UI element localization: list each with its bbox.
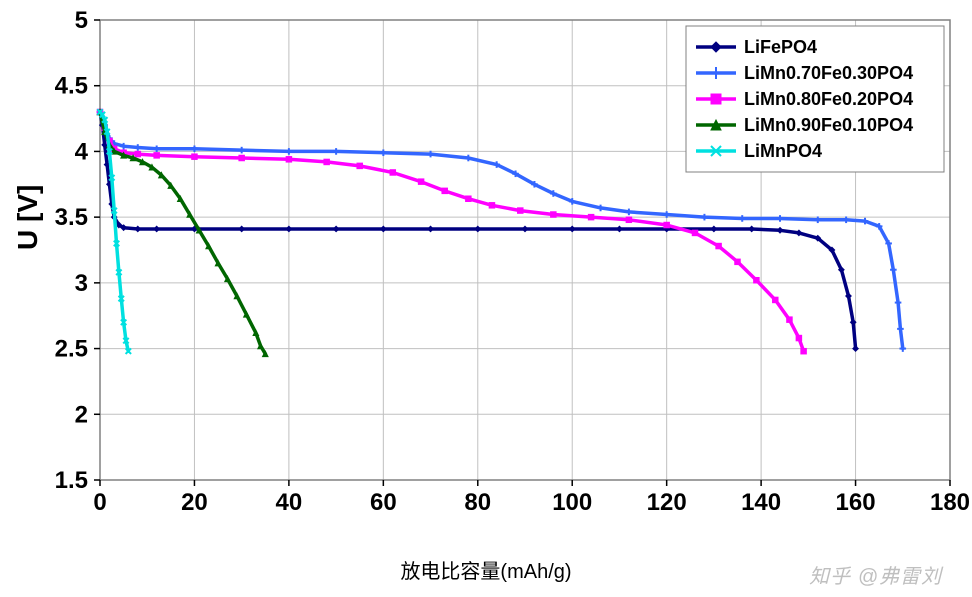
svg-text:40: 40: [276, 489, 303, 516]
discharge-curve-chart: 0 20 40 60 80 100 120 140 160 180 1.5 2 2.5 3 3.5 4 4.5 5…: [0, 0, 972, 540]
svg-text:3.5: 3.5: [55, 204, 88, 231]
svg-text:100: 100: [552, 489, 592, 516]
svg-text:180: 180: [930, 489, 970, 516]
svg-text:160: 160: [836, 489, 876, 516]
svg-text:2.5: 2.5: [55, 336, 88, 363]
svg-text:LiFePO4: LiFePO4: [744, 37, 817, 57]
svg-text:120: 120: [647, 489, 687, 516]
watermark: 知乎 @弗雷刘: [809, 560, 942, 589]
svg-text:LiMn0.80Fe0.20PO4: LiMn0.80Fe0.20PO4: [744, 89, 913, 109]
chart-container: U [V] 0 20 40 60 80 100 120 140 160 180 1.5 2 2.5 3 3.…: [0, 0, 972, 597]
svg-text:3: 3: [75, 270, 88, 297]
svg-text:LiMn0.70Fe0.30PO4: LiMn0.70Fe0.30PO4: [744, 63, 913, 83]
svg-text:80: 80: [464, 489, 491, 516]
svg-text:20: 20: [181, 489, 208, 516]
svg-text:140: 140: [741, 489, 781, 516]
svg-text:4: 4: [75, 138, 89, 165]
svg-text:LiMnPO4: LiMnPO4: [744, 141, 822, 161]
svg-text:2: 2: [75, 401, 88, 428]
svg-text:4.5: 4.5: [55, 73, 88, 100]
svg-text:60: 60: [370, 489, 397, 516]
svg-text:1.5: 1.5: [55, 467, 88, 494]
svg-text:LiMn0.90Fe0.10PO4: LiMn0.90Fe0.10PO4: [744, 115, 913, 135]
svg-text:5: 5: [75, 7, 88, 34]
y-axis-label: U [V]: [12, 185, 44, 250]
svg-text:0: 0: [93, 489, 106, 516]
